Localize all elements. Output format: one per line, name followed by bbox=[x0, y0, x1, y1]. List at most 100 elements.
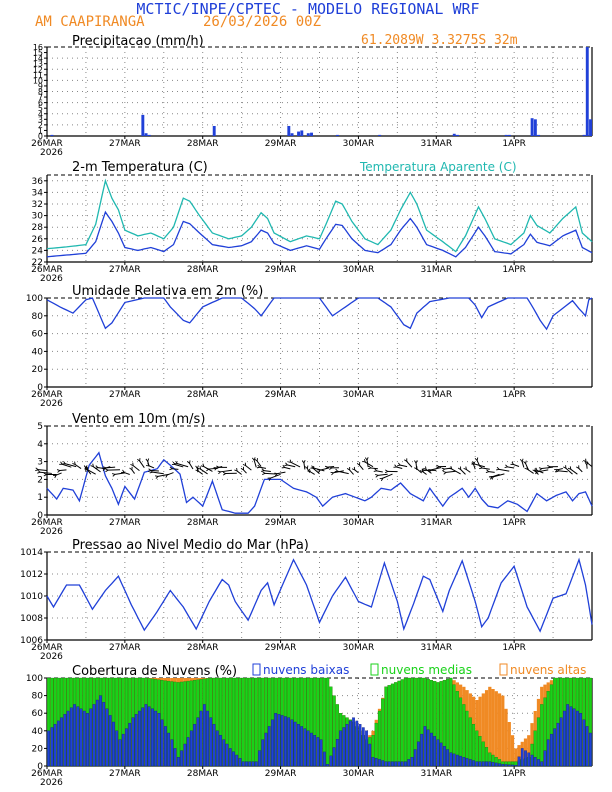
wind-arrow bbox=[499, 468, 510, 472]
wind-arrow bbox=[270, 473, 281, 479]
wind-arrow bbox=[416, 468, 423, 474]
wind-arrow-head bbox=[441, 467, 446, 472]
cloud-low-bar bbox=[173, 748, 177, 767]
cloud-low-bar bbox=[514, 764, 518, 767]
wind-arrow-head bbox=[103, 466, 107, 470]
wind-arrow bbox=[521, 461, 525, 468]
cloud-low-bar bbox=[540, 761, 544, 767]
cloud-high-bar bbox=[494, 691, 498, 766]
panel-wind: 0 1 2 3 4 5 26MAR 27MAR 28MAR 29MAR 30MAR 31MAR 1APR… bbox=[31, 412, 593, 537]
cloud-mid-bar bbox=[536, 717, 541, 767]
wind-arrow bbox=[488, 471, 495, 473]
wind-arrow-head bbox=[137, 458, 141, 462]
precip-bar bbox=[336, 134, 339, 136]
wind-arrow-head bbox=[414, 460, 418, 464]
wind-arrow bbox=[132, 465, 140, 472]
wind-arrow-head bbox=[471, 461, 476, 466]
wind-arrow bbox=[378, 473, 388, 476]
wind-arrow bbox=[376, 470, 383, 473]
y-tick-label: 8 bbox=[38, 88, 43, 97]
cloud-low-bar bbox=[374, 758, 378, 767]
x-tick-label: 29MAR bbox=[265, 139, 297, 149]
wind-arrow bbox=[396, 466, 403, 469]
y-tick-label: 0 bbox=[37, 383, 43, 393]
y-tick-label: 60 bbox=[32, 709, 44, 719]
y-tick-label: 60 bbox=[32, 330, 44, 340]
y-tick-label: 22 bbox=[32, 258, 43, 268]
precip-bar bbox=[456, 134, 459, 136]
cloud-mid-bar bbox=[377, 710, 382, 767]
y-tick-label: 13 bbox=[33, 60, 43, 69]
y-tick-label: 100 bbox=[26, 674, 43, 684]
cloud-low-bar bbox=[157, 713, 161, 767]
wind-arrow-head bbox=[62, 461, 67, 465]
y-tick-label: 1008 bbox=[20, 614, 43, 624]
cloud-low-bar bbox=[326, 764, 329, 767]
wind-arrow-head bbox=[404, 458, 408, 463]
cloud-low-bar bbox=[134, 714, 138, 767]
wind-arrow-head bbox=[130, 462, 134, 467]
cloud-low-bar bbox=[420, 733, 424, 767]
y-tick-label: 40 bbox=[32, 727, 44, 737]
wind-arrow bbox=[177, 463, 189, 468]
cloud-low-bar bbox=[468, 759, 472, 767]
y-tick-label: 3 bbox=[38, 115, 43, 124]
wind-arrow bbox=[290, 462, 301, 468]
cloud-low-bar bbox=[335, 739, 339, 767]
wind-arrow-head bbox=[485, 469, 490, 473]
wind-line bbox=[46, 451, 593, 514]
cloud-high-bar bbox=[527, 735, 531, 766]
cloud-low-bar bbox=[462, 757, 466, 767]
wind-arrow-head bbox=[375, 474, 379, 478]
x-tick-label: 26MAR bbox=[31, 390, 63, 400]
cloud-low-bar bbox=[345, 724, 349, 767]
cloud-low-bar bbox=[478, 761, 482, 767]
y-tick-label: 80 bbox=[32, 312, 44, 322]
cloud-mid-bar bbox=[394, 682, 398, 767]
legend-swatch bbox=[370, 663, 379, 676]
apparent-temp-line bbox=[46, 178, 593, 253]
x-tick-label: 27MAR bbox=[109, 390, 141, 400]
cloud-low-bar bbox=[170, 739, 174, 767]
wind-arrow-head bbox=[164, 474, 169, 478]
cloud-low-bar bbox=[576, 710, 579, 767]
cloud-mid-bar bbox=[238, 677, 242, 767]
cloud-low-bar bbox=[417, 741, 420, 767]
legend-label: nuvens medias bbox=[381, 663, 472, 677]
wind-arrow bbox=[354, 469, 359, 474]
wind-arrow-head bbox=[222, 471, 227, 476]
precip-bar bbox=[537, 134, 541, 136]
wind-arrow bbox=[123, 472, 130, 475]
wind-arrow-head bbox=[213, 467, 218, 471]
cloud-low-bar bbox=[151, 708, 154, 767]
cloud-low-bar bbox=[559, 717, 563, 767]
cloud-high-bar bbox=[510, 735, 515, 766]
cloud-high-bar bbox=[507, 722, 511, 766]
panel-title-pres: Pressao ao Nivel Medio do Mar (hPa) bbox=[72, 538, 309, 553]
cloud-low-bar bbox=[95, 699, 99, 767]
wind-arrow-head bbox=[364, 457, 369, 461]
panel-rh: 0 20 40 60 80 100 26MAR 27MAR 28MAR 29MAR 30MAR 31M… bbox=[26, 284, 593, 409]
cloud-low-bar bbox=[368, 743, 372, 767]
legend-label: nuvens altas bbox=[510, 663, 586, 677]
x-tick-label: 31MAR bbox=[420, 390, 452, 400]
cloud-low-bar bbox=[329, 755, 333, 767]
cloud-low-bar bbox=[147, 706, 151, 767]
wind-arrow bbox=[431, 467, 442, 471]
cloud-mid-bar bbox=[475, 730, 479, 767]
wind-arrow bbox=[527, 468, 534, 474]
wind-arrow bbox=[359, 464, 364, 470]
pres-line bbox=[46, 557, 593, 633]
wind-arrow-head bbox=[330, 471, 335, 476]
y-tick-label: 28 bbox=[32, 223, 44, 233]
cloud-low-bar bbox=[290, 719, 294, 767]
cloud-low-bar bbox=[112, 721, 115, 767]
wind-arrow-head bbox=[524, 466, 529, 470]
cloud-low-bar bbox=[507, 764, 511, 767]
wind-arrow bbox=[256, 460, 262, 467]
cloud-low-bar bbox=[472, 760, 475, 767]
wind-arrow-head bbox=[304, 465, 309, 470]
cloud-low-bar bbox=[79, 708, 83, 767]
cloud-low-bar bbox=[56, 720, 60, 767]
wind-arrow-head bbox=[504, 464, 509, 468]
